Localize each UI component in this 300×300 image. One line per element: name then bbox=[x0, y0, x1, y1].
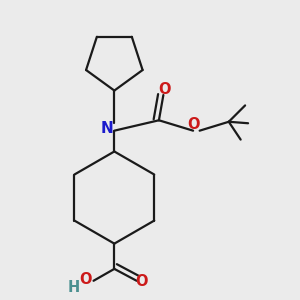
Text: H: H bbox=[68, 280, 80, 295]
Text: O: O bbox=[80, 272, 92, 287]
Text: O: O bbox=[159, 82, 171, 97]
Text: N: N bbox=[100, 121, 113, 136]
Text: O: O bbox=[187, 117, 199, 132]
Text: O: O bbox=[136, 274, 148, 289]
